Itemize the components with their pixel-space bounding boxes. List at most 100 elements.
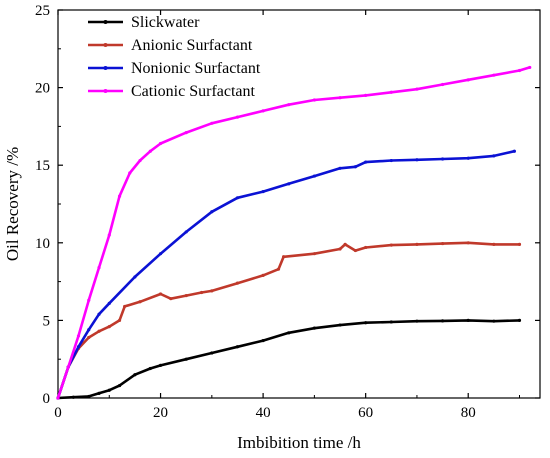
series-point-cationic-surfactant bbox=[440, 82, 445, 87]
series-point-anionic-surfactant bbox=[282, 255, 286, 259]
series-point-anionic-surfactant bbox=[517, 242, 522, 246]
x-tick-label-3: 60 bbox=[358, 405, 373, 421]
series-point-cationic-surfactant bbox=[148, 149, 152, 153]
x-tick-label-0: 0 bbox=[54, 405, 62, 421]
series-point-slickwater bbox=[312, 326, 316, 330]
series-point-anionic-surfactant bbox=[97, 329, 101, 333]
plot-area: 0 20 40 60 80 0 5 10 15 20 25 bbox=[35, 3, 541, 421]
series-point-nonionic-surfactant bbox=[287, 182, 291, 186]
series-point-cationic-surfactant bbox=[287, 103, 291, 107]
series-point-cationic-surfactant bbox=[76, 334, 81, 338]
series-point-nonionic-surfactant bbox=[353, 165, 358, 169]
legend-marker-cationic-surfactant bbox=[103, 89, 108, 93]
series-point-cationic-surfactant bbox=[466, 78, 470, 82]
series-point-anionic-surfactant bbox=[169, 297, 173, 301]
series-point-anionic-surfactant bbox=[107, 325, 111, 329]
series-point-anionic-surfactant bbox=[117, 318, 122, 322]
series-point-cationic-surfactant bbox=[87, 298, 91, 302]
series-point-cationic-surfactant bbox=[66, 365, 70, 369]
series-point-slickwater bbox=[389, 320, 393, 324]
series-point-nonionic-surfactant bbox=[338, 166, 342, 170]
legend-marker-nonionic-surfactant bbox=[103, 66, 108, 70]
legend-label-cationic-surfactant: Cationic Surfactant bbox=[131, 83, 256, 100]
series-point-anionic-surfactant bbox=[123, 304, 127, 309]
series-point-cationic-surfactant bbox=[184, 131, 188, 135]
series-point-cationic-surfactant bbox=[128, 171, 132, 175]
y-tick-label-2: 10 bbox=[35, 236, 50, 252]
series-point-anionic-surfactant bbox=[87, 335, 91, 340]
legend-label-slickwater: Slickwater bbox=[131, 14, 200, 31]
series-point-cationic-surfactant bbox=[389, 90, 393, 94]
series-point-nonionic-surfactant bbox=[184, 230, 188, 234]
series-point-cationic-surfactant bbox=[97, 266, 101, 270]
series-point-anionic-surfactant bbox=[338, 247, 342, 251]
series-point-slickwater bbox=[87, 394, 91, 399]
series-point-nonionic-surfactant bbox=[415, 158, 419, 162]
series-point-cationic-surfactant bbox=[528, 65, 532, 70]
series-point-nonionic-surfactant bbox=[133, 275, 137, 279]
y-tick-label-4: 20 bbox=[35, 81, 50, 97]
legend-label-nonionic-surfactant: Nonionic Surfactant bbox=[131, 60, 261, 77]
legend: Slickwater Anionic Surfactant Nonionic Sur… bbox=[88, 14, 261, 100]
y-tick-label-3: 15 bbox=[35, 158, 50, 174]
series-point-cationic-surfactant bbox=[107, 233, 111, 237]
series-point-anionic-surfactant bbox=[158, 292, 163, 296]
series-point-nonionic-surfactant bbox=[107, 301, 111, 305]
series-point-anionic-surfactant bbox=[415, 242, 419, 246]
y-tick-label-1: 5 bbox=[43, 313, 51, 329]
series-point-nonionic-surfactant bbox=[440, 157, 445, 161]
series-point-slickwater bbox=[107, 388, 111, 392]
series-point-slickwater bbox=[133, 373, 137, 377]
series-point-nonionic-surfactant bbox=[210, 210, 214, 214]
series-point-nonionic-surfactant bbox=[158, 252, 163, 256]
series-point-anionic-surfactant bbox=[199, 290, 204, 295]
series-point-slickwater bbox=[517, 318, 522, 322]
series-point-anionic-surfactant bbox=[210, 289, 214, 293]
series-point-nonionic-surfactant bbox=[261, 189, 265, 194]
series-point-anionic-surfactant bbox=[261, 273, 265, 277]
series-point-nonionic-surfactant bbox=[87, 328, 91, 332]
series-point-anionic-surfactant bbox=[138, 300, 142, 304]
series-point-nonionic-surfactant bbox=[312, 174, 316, 178]
series-point-cationic-surfactant bbox=[338, 96, 342, 100]
series-point-cationic-surfactant bbox=[517, 68, 522, 73]
series-point-cationic-surfactant bbox=[158, 141, 163, 146]
series-point-slickwater bbox=[117, 383, 122, 388]
series-point-nonionic-surfactant bbox=[492, 154, 496, 158]
series-point-anionic-surfactant bbox=[235, 281, 240, 285]
series-point-cationic-surfactant bbox=[56, 396, 60, 400]
series-point-slickwater bbox=[235, 345, 240, 349]
series-point-nonionic-surfactant bbox=[389, 158, 393, 163]
series-point-slickwater bbox=[261, 338, 265, 343]
x-tick-label-2: 40 bbox=[256, 405, 271, 421]
series-point-anionic-surfactant bbox=[184, 293, 188, 298]
series-point-anionic-surfactant bbox=[389, 243, 393, 247]
x-tick-label-1: 20 bbox=[153, 405, 168, 421]
series-point-anionic-surfactant bbox=[364, 245, 368, 250]
series-point-cationic-surfactant bbox=[235, 115, 240, 119]
series-point-cationic-surfactant bbox=[492, 73, 496, 77]
x-tick-label-4: 80 bbox=[461, 405, 476, 421]
series-point-slickwater bbox=[184, 357, 188, 361]
series-point-cationic-surfactant bbox=[415, 87, 419, 91]
series-point-anionic-surfactant bbox=[276, 267, 281, 271]
series-point-nonionic-surfactant bbox=[364, 160, 368, 164]
series-point-nonionic-surfactant bbox=[512, 149, 516, 153]
y-tick-label-5: 25 bbox=[35, 3, 50, 19]
series-point-slickwater bbox=[287, 331, 291, 335]
y-axis-title: Oil Recovery /% bbox=[3, 147, 22, 261]
series-line-cationic-surfactant bbox=[56, 66, 532, 400]
series-point-anionic-surfactant bbox=[312, 252, 316, 256]
series-point-slickwater bbox=[440, 319, 445, 323]
series-point-slickwater bbox=[338, 323, 342, 327]
legend-marker-slickwater bbox=[103, 20, 108, 24]
series-point-anionic-surfactant bbox=[440, 241, 445, 246]
series-point-slickwater bbox=[210, 351, 214, 355]
series-point-cationic-surfactant bbox=[261, 109, 265, 113]
series-point-nonionic-surfactant bbox=[235, 196, 240, 200]
series-point-slickwater bbox=[148, 366, 152, 371]
series-point-cationic-surfactant bbox=[312, 98, 316, 102]
series-point-anionic-surfactant bbox=[343, 242, 347, 246]
series-point-slickwater bbox=[415, 319, 419, 323]
